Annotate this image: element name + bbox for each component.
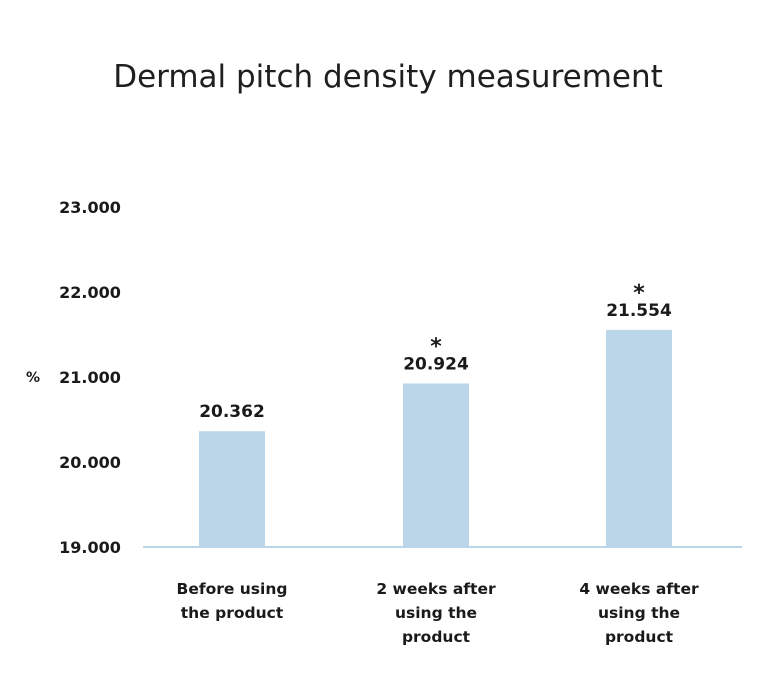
y-axis-ticks: 19.000 20.000 21.000 22.000 23.000 [59, 198, 121, 557]
y-axis-unit: % [26, 370, 40, 386]
y-tick-label: 21.000 [59, 368, 121, 387]
y-tick-label: 20.000 [59, 453, 121, 472]
y-tick-label: 19.000 [59, 538, 121, 557]
bar [199, 431, 265, 547]
y-tick-label: 22.000 [59, 283, 121, 302]
category-label: 4 weeks after [579, 580, 699, 598]
category-label: using the [395, 604, 477, 622]
category-label: Before using [177, 580, 288, 598]
category-label: using the [598, 604, 680, 622]
y-tick-label: 23.000 [59, 198, 121, 217]
category-label: the product [181, 604, 284, 622]
bar-value-label: 20.924 [403, 354, 469, 374]
bars [199, 329, 672, 547]
chart-title: Dermal pitch density measurement [113, 59, 663, 95]
bar [606, 329, 672, 547]
bar-value-label: 21.554 [606, 301, 672, 321]
bar [403, 383, 469, 547]
significance-marker: * [430, 334, 442, 359]
bar-value-label: 20.362 [199, 402, 265, 422]
category-label: 2 weeks after [376, 580, 496, 598]
significance-marker: * [633, 281, 645, 306]
category-label: product [402, 628, 471, 646]
category-label: product [605, 628, 674, 646]
category-labels: Before using the product 2 weeks after usin… [177, 580, 699, 646]
